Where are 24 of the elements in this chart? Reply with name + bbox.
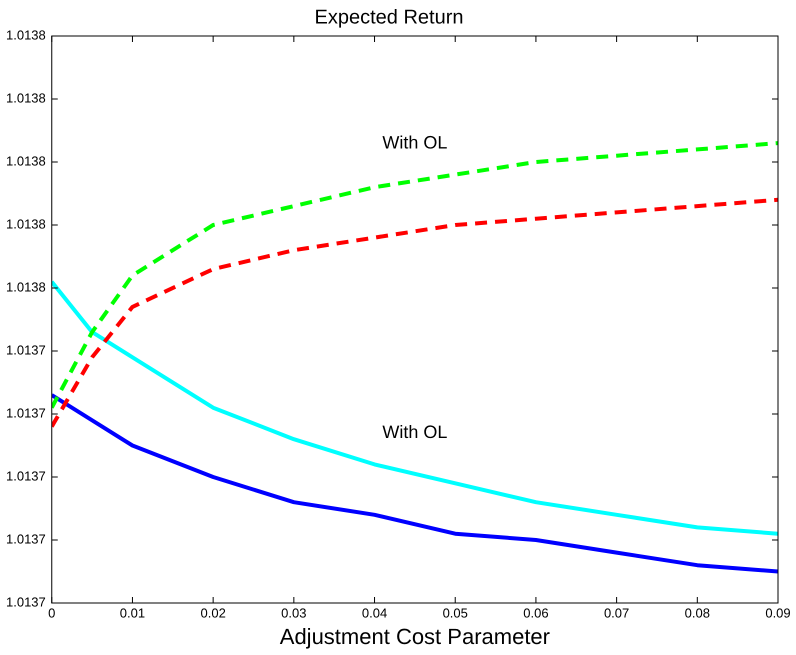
y-tick-label: 1.0138 — [6, 216, 46, 232]
x-tick-label: 0.01 — [120, 605, 146, 620]
x-tick-label: 0.03 — [281, 605, 306, 620]
y-tick-label: 1.0137 — [6, 468, 46, 484]
x-tick-label: 0.02 — [200, 605, 226, 620]
y-tick-label: 1.0137 — [6, 532, 46, 547]
x-tick-label: 0.08 — [684, 605, 710, 620]
x-tick-label: 0 — [48, 605, 56, 620]
y-tick-label: 1.0138 — [6, 90, 46, 106]
y-tick-label: 1.0137 — [6, 406, 46, 421]
x-axis-title: Adjustment Cost Parameter — [280, 624, 550, 649]
x-tick-label: 0.07 — [604, 605, 630, 620]
annotation: With OL — [382, 422, 448, 442]
annotation: With OL — [382, 132, 448, 153]
y-tick-label: 1.0138 — [6, 154, 46, 169]
x-tick-label: 0.05 — [442, 605, 468, 620]
x-tick-label: 0.04 — [362, 605, 388, 620]
y-tick-label: 1.0138 — [6, 280, 46, 295]
y-tick-label: 1.0138 — [6, 28, 46, 43]
y-tick-label: 1.0137 — [6, 342, 46, 358]
x-tick-label: 0.06 — [523, 605, 549, 620]
y-tick-label: 1.0137 — [6, 594, 46, 610]
x-tick-label: 0.09 — [765, 605, 791, 620]
chart-title: Expected Return — [314, 6, 464, 29]
